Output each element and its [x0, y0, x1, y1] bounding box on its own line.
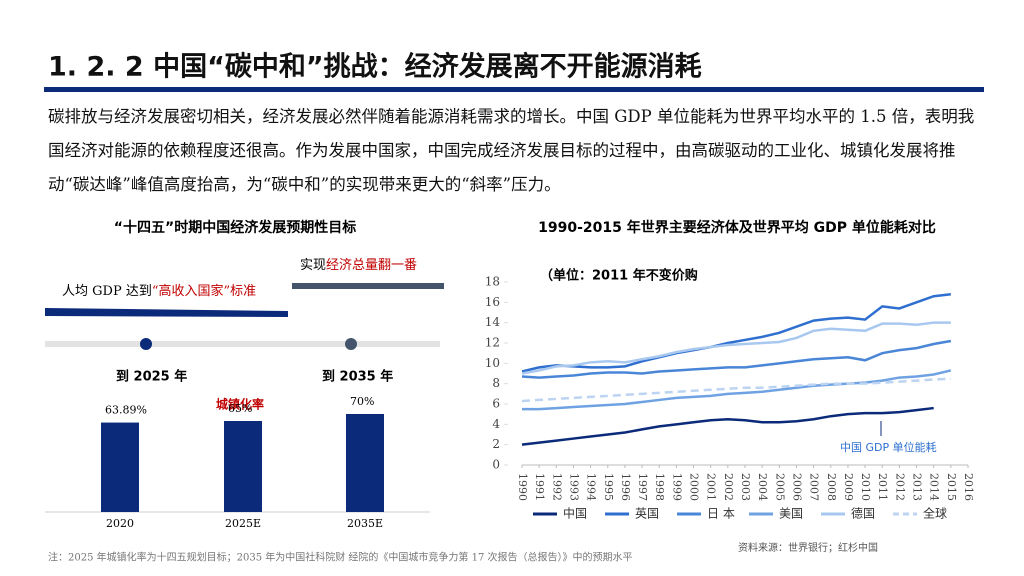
milestone: 到 2035 年 [322, 369, 393, 385]
x-tick-label: 2004 [756, 473, 769, 501]
legend-label: 日 本 [707, 507, 735, 521]
series-line [522, 369, 952, 411]
y-tick-label: 18 [485, 275, 500, 289]
x-tick-label: 2015 [945, 473, 958, 501]
x-tick-label: 2006 [790, 473, 803, 501]
annotation: 中国 GDP 单位能耗 [840, 440, 937, 454]
bar [346, 414, 384, 512]
bar [224, 421, 262, 512]
series-line [521, 292, 951, 373]
y-tick-label: 6 [492, 397, 500, 411]
series-line [521, 321, 951, 375]
title-rule [44, 87, 984, 92]
y-tick-label: 10 [485, 356, 500, 370]
x-tick-label: 1999 [670, 473, 683, 501]
y-tick-label: 0 [492, 458, 500, 472]
goal-prefix: 实现 [300, 258, 326, 273]
x-tick-label: 1994 [585, 473, 598, 501]
x-tick-label: 2007 [808, 473, 821, 501]
goal-2035: 实现经济总量翻一番 [300, 258, 417, 273]
x-tick-label: 2020 [106, 517, 134, 530]
goal-bar [45, 308, 288, 317]
panel-title: “十四五”时期中国经济发展预期性目标 [114, 219, 356, 236]
x-tick-label: 2002 [722, 473, 735, 501]
x-tick-label: 2000 [688, 473, 701, 501]
y-tick-label: 12 [485, 336, 500, 350]
y-tick-label: 8 [492, 376, 500, 390]
x-tick-label: 2009 [842, 473, 855, 501]
x-tick-label: 2010 [859, 473, 872, 501]
milestone: 到 2025 年 [116, 369, 187, 385]
x-tick-label: 2012 [893, 473, 906, 501]
x-tick-label: 2011 [876, 473, 889, 501]
x-tick-label: 1993 [567, 473, 580, 501]
series-line [521, 339, 952, 379]
timeline [45, 341, 440, 347]
x-tick-label: 1995 [602, 473, 615, 501]
x-tick-label: 2035E [347, 517, 383, 530]
bar [101, 422, 139, 512]
series-line [521, 406, 934, 446]
x-tick-label: 2005 [773, 473, 786, 501]
goal-prefix: 人均 GDP 达到 [62, 284, 152, 299]
paragraph: 碳排放与经济发展密切相关，经济发展必然伴随着能源消耗需求的增长。中国 GDP 单… [48, 107, 975, 194]
x-tick-label: 1998 [653, 473, 666, 501]
legend-label: 中国 [563, 506, 587, 521]
series-line [521, 377, 951, 403]
goal-highlight: 经济总量翻一番 [326, 258, 417, 273]
chart-subtitle: （单位：2011 年不变价购 [540, 268, 698, 284]
goal-highlight: “高收入国家”标准 [152, 283, 256, 299]
y-tick-label: 14 [485, 315, 501, 329]
x-tick-label: 2003 [739, 473, 752, 501]
timeline-dot [140, 338, 152, 350]
y-tick-label: 2 [492, 437, 500, 451]
y-tick-label: 16 [485, 295, 500, 309]
x-tick-label: 2013 [911, 473, 924, 501]
source: 资料来源：世界银行；红杉中国 [738, 541, 878, 554]
legend-label: 德国 [851, 506, 875, 521]
x-tick-label: 2008 [825, 473, 838, 501]
value-label: 70% [350, 395, 374, 408]
slide-title: 1. 2. 2 中国“碳中和”挑战：经济发展离不开能源消耗 [48, 51, 702, 83]
legend-label: 美国 [779, 507, 803, 521]
x-tick-label: 1992 [550, 473, 563, 501]
x-tick-label: 1997 [636, 473, 649, 501]
x-tick-label: 1991 [533, 473, 546, 501]
x-tick-label: 2025E [225, 517, 261, 530]
value-label: 63.89% [105, 404, 147, 417]
chart-title: 1990-2015 年世界主要经济体及世界平均 GDP 单位能耗对比 [538, 219, 936, 236]
goal-2025: 人均 GDP 达到“高收入国家”标准 [62, 283, 256, 299]
timeline-dot [345, 338, 357, 350]
value-label: 65% [228, 402, 252, 415]
y-tick-label: 4 [492, 417, 500, 431]
x-tick-label: 1990 [516, 473, 529, 501]
x-tick-label: 2001 [705, 473, 718, 501]
x-tick-label: 2016 [962, 473, 975, 501]
goal-bar [292, 283, 444, 289]
x-tick-label: 1996 [619, 473, 632, 501]
legend-label: 全球 [923, 506, 947, 521]
legend-label: 英国 [635, 507, 659, 521]
chart-title: 城镇化率 [216, 397, 264, 412]
x-tick-label: 2014 [928, 473, 941, 501]
footnote: 注：2025 年城镇化率为十四五规划目标；2035 年为中国社科院财 经院的《中… [48, 551, 633, 564]
